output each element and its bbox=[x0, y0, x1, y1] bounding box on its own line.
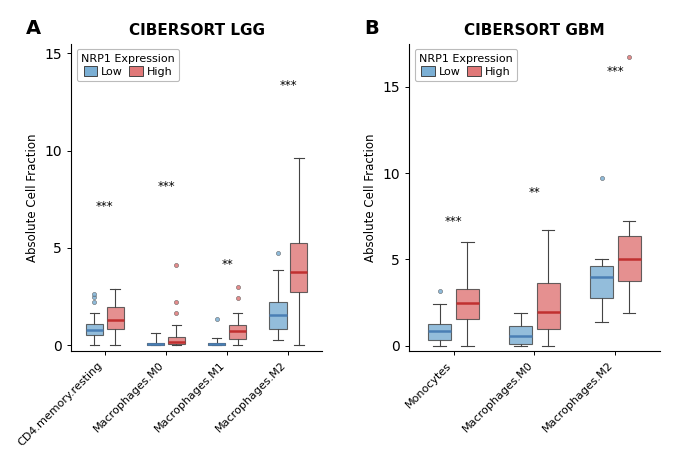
Bar bbox=[618, 236, 641, 281]
Bar bbox=[208, 343, 225, 345]
Bar bbox=[147, 343, 164, 345]
Legend: Low, High: Low, High bbox=[414, 49, 517, 81]
Text: B: B bbox=[364, 19, 379, 38]
Text: ***: *** bbox=[279, 79, 297, 92]
Bar bbox=[229, 325, 246, 339]
Bar bbox=[456, 289, 479, 319]
Legend: Low, High: Low, High bbox=[76, 49, 180, 81]
Text: ***: *** bbox=[157, 181, 175, 194]
Bar bbox=[86, 324, 103, 336]
Bar bbox=[537, 283, 560, 330]
Bar bbox=[510, 326, 532, 344]
Title: CIBERSORT GBM: CIBERSORT GBM bbox=[464, 23, 605, 38]
Bar bbox=[591, 266, 613, 298]
Bar bbox=[168, 337, 185, 344]
Text: ***: *** bbox=[96, 200, 113, 213]
Text: ***: *** bbox=[445, 215, 462, 228]
Bar bbox=[107, 307, 124, 329]
Title: CIBERSORT LGG: CIBERSORT LGG bbox=[128, 23, 265, 38]
Text: **: ** bbox=[221, 258, 233, 271]
Y-axis label: Absolute Cell Fraction: Absolute Cell Fraction bbox=[26, 133, 39, 262]
Text: **: ** bbox=[529, 186, 541, 199]
Text: ***: *** bbox=[607, 65, 624, 78]
Text: A: A bbox=[26, 19, 41, 38]
Bar bbox=[269, 302, 287, 329]
Bar bbox=[429, 324, 451, 340]
Bar bbox=[290, 243, 307, 292]
Y-axis label: Absolute Cell Fraction: Absolute Cell Fraction bbox=[364, 133, 377, 262]
